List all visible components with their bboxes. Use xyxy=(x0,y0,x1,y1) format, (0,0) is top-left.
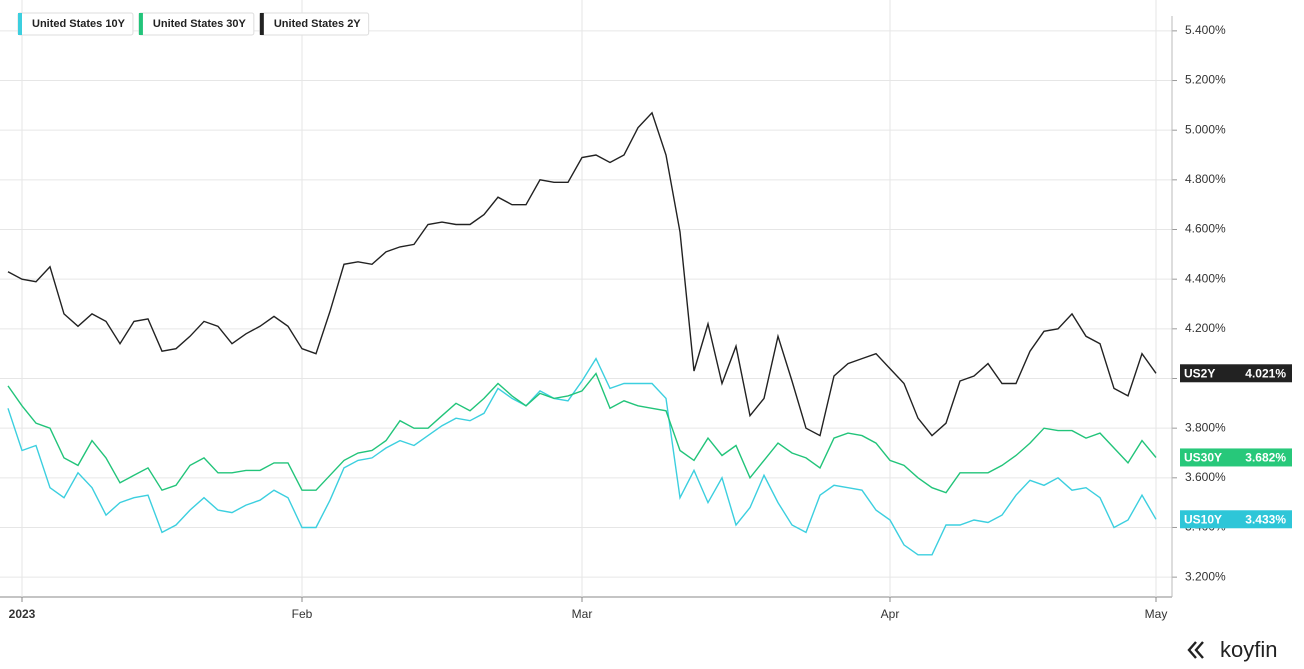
end-tag-value: 3.433% xyxy=(1245,512,1286,526)
legend-swatch xyxy=(259,13,264,35)
x-tick-label: Mar xyxy=(572,607,593,621)
y-tick-label: 5.000% xyxy=(1185,122,1226,136)
y-tick-label: 5.400% xyxy=(1185,23,1226,37)
legend-label: United States 10Y xyxy=(32,18,126,30)
x-tick-label: Feb xyxy=(292,607,313,621)
y-tick-label: 4.800% xyxy=(1185,172,1226,186)
brand-icon xyxy=(1187,641,1204,659)
end-tag xyxy=(1180,510,1292,529)
legend-label: United States 30Y xyxy=(153,18,247,30)
end-tag-name: US10Y xyxy=(1184,512,1222,526)
legend-swatch xyxy=(18,13,22,35)
legend-label: United States 2Y xyxy=(274,18,361,30)
series-line xyxy=(7,111,1157,437)
x-tick-label: Apr xyxy=(881,607,900,621)
brand: koyfin xyxy=(1220,637,1277,662)
legend-item: United States 30Y xyxy=(138,12,255,36)
y-tick-label: 5.200% xyxy=(1185,73,1226,87)
series-line xyxy=(7,357,1157,556)
y-tick-label: 4.200% xyxy=(1185,321,1226,335)
y-tick-label: 4.400% xyxy=(1185,271,1226,285)
x-tick-label: May xyxy=(1145,607,1168,621)
x-tick-label: 2023 xyxy=(9,607,36,621)
legend-item: United States 10Y xyxy=(17,12,134,36)
legend-swatch xyxy=(138,13,143,35)
legend-item: United States 2Y xyxy=(259,12,370,36)
y-tick-label: 4.600% xyxy=(1185,222,1226,236)
end-tag-name: US2Y xyxy=(1184,366,1215,380)
y-tick-label: 3.200% xyxy=(1185,569,1226,583)
y-tick-label: 3.600% xyxy=(1185,470,1226,484)
end-tag-value: 3.682% xyxy=(1245,451,1286,465)
end-tag xyxy=(1180,364,1292,383)
series-line xyxy=(7,372,1157,494)
end-tag xyxy=(1180,448,1292,467)
y-tick-label: 3.800% xyxy=(1185,420,1226,434)
end-tag-name: US30Y xyxy=(1184,451,1222,465)
end-tag-value: 4.021% xyxy=(1245,366,1286,380)
